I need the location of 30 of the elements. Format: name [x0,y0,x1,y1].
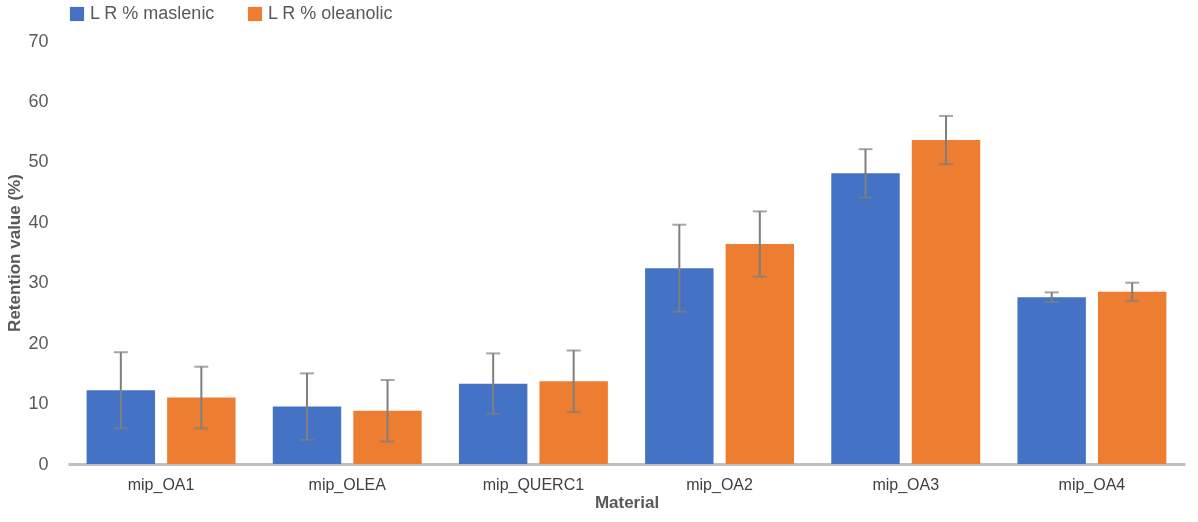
x-tick-label: mip_OA3 [872,475,940,494]
bar [167,397,236,464]
bar [458,383,528,464]
legend-label: L R % maslenic [90,3,215,23]
y-tick-label: 40 [28,211,49,232]
legend-label: L R % oleanolic [268,3,393,23]
bar [272,406,342,464]
bar [86,390,156,464]
x-axis-title: Material [594,492,660,512]
y-tick-label: 50 [28,151,49,172]
bar [539,381,608,464]
y-axis-title: Retention value (%) [5,174,25,332]
y-tick-label: 20 [28,332,49,353]
x-tick-label: mip_QUERC1 [482,475,585,494]
x-tick-label: mip_OA4 [1058,475,1126,494]
bar [725,244,795,464]
bar [1017,297,1086,464]
bar [645,268,714,464]
y-tick-label: 30 [28,272,49,293]
bar [911,140,981,464]
y-tick-label: 0 [38,453,49,474]
x-tick-label: mip_OA2 [686,475,754,494]
bar [1097,291,1167,464]
y-tick-label: 60 [28,90,49,111]
x-tick-label: mip_OLEA [308,475,387,494]
y-tick-label: 70 [28,30,49,51]
y-tick-label: 10 [28,393,49,414]
bar [353,410,422,464]
x-tick-label: mip_OA1 [127,475,195,494]
bar [831,173,900,464]
